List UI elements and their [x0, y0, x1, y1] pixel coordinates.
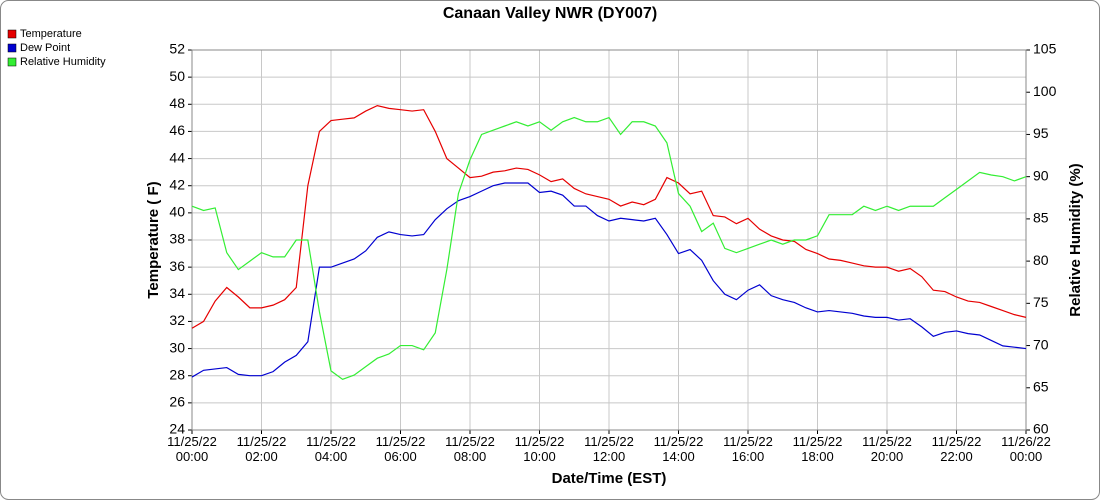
y-axis-label: Temperature ( F)	[145, 181, 162, 298]
legend-label: Temperature	[20, 28, 82, 40]
chart-title: Canaan Valley NWR (DY007)	[443, 5, 657, 22]
x-tick-label: 11/25/22 18:00	[792, 434, 843, 464]
y-tick-label: 42	[169, 176, 185, 192]
y-tick-label: 50	[169, 68, 185, 84]
x-tick-label: 11/25/22 06:00	[375, 434, 426, 464]
data-line	[191, 105, 1027, 329]
x-tick-label: 11/25/22 02:00	[236, 434, 287, 464]
y2-tick-label: 75	[1033, 294, 1049, 310]
x-tick-label: 11/25/22 08:00	[445, 434, 495, 464]
x-tick-label: 11/25/22 16:00	[723, 434, 773, 464]
x-tick-label: 11/26/22 00:00	[1001, 434, 1051, 464]
y2-tick-label: 70	[1033, 336, 1049, 352]
y-tick-label: 46	[169, 122, 185, 138]
y-tick-label: 36	[169, 258, 185, 274]
y2-tick-label: 65	[1033, 378, 1049, 394]
y2-tick-label: 90	[1033, 167, 1049, 183]
y-tick-label: 30	[169, 339, 185, 355]
data-line	[191, 182, 1027, 378]
y-tick-label: 38	[169, 231, 185, 247]
legend-swatch	[7, 29, 17, 39]
x-axis-label: Date/Time (EST)	[552, 470, 667, 487]
y-tick-label: 44	[169, 149, 185, 165]
y2-tick-label: 95	[1033, 125, 1049, 141]
x-tick-label: 11/25/22 20:00	[862, 434, 912, 464]
y-tick-label: 26	[169, 394, 185, 410]
legend-swatch	[7, 57, 17, 67]
plot-border	[191, 49, 1027, 431]
x-tick-label: 11/25/22 00:00	[167, 434, 217, 464]
y2-axis-label: Relative Humidity (%)	[1067, 163, 1084, 316]
y2-tick-label: 60	[1033, 421, 1049, 437]
x-tick-label: 11/25/22 04:00	[306, 434, 356, 464]
y2-tick-label: 85	[1033, 210, 1049, 226]
legend-swatch	[7, 43, 17, 53]
x-tick-label: 11/25/22 14:00	[653, 434, 704, 464]
y-tick-label: 52	[169, 41, 185, 57]
legend-label: Dew Point	[20, 42, 70, 54]
data-line	[191, 116, 1027, 381]
x-tick-label: 11/25/22 10:00	[514, 434, 565, 464]
y-tick-label: 24	[169, 421, 185, 437]
y-tick-label: 28	[169, 366, 185, 382]
y-tick-label: 48	[169, 95, 185, 111]
y2-tick-label: 80	[1033, 252, 1049, 268]
y-tick-label: 32	[169, 312, 185, 328]
y-tick-label: 40	[169, 204, 185, 220]
y-tick-label: 34	[169, 285, 185, 301]
legend-label: Relative Humidity	[20, 56, 106, 68]
y2-tick-label: 105	[1033, 41, 1057, 57]
x-tick-label: 11/25/22 12:00	[584, 434, 634, 464]
x-tick-label: 11/25/22 22:00	[931, 434, 982, 464]
y2-tick-label: 100	[1033, 83, 1057, 99]
